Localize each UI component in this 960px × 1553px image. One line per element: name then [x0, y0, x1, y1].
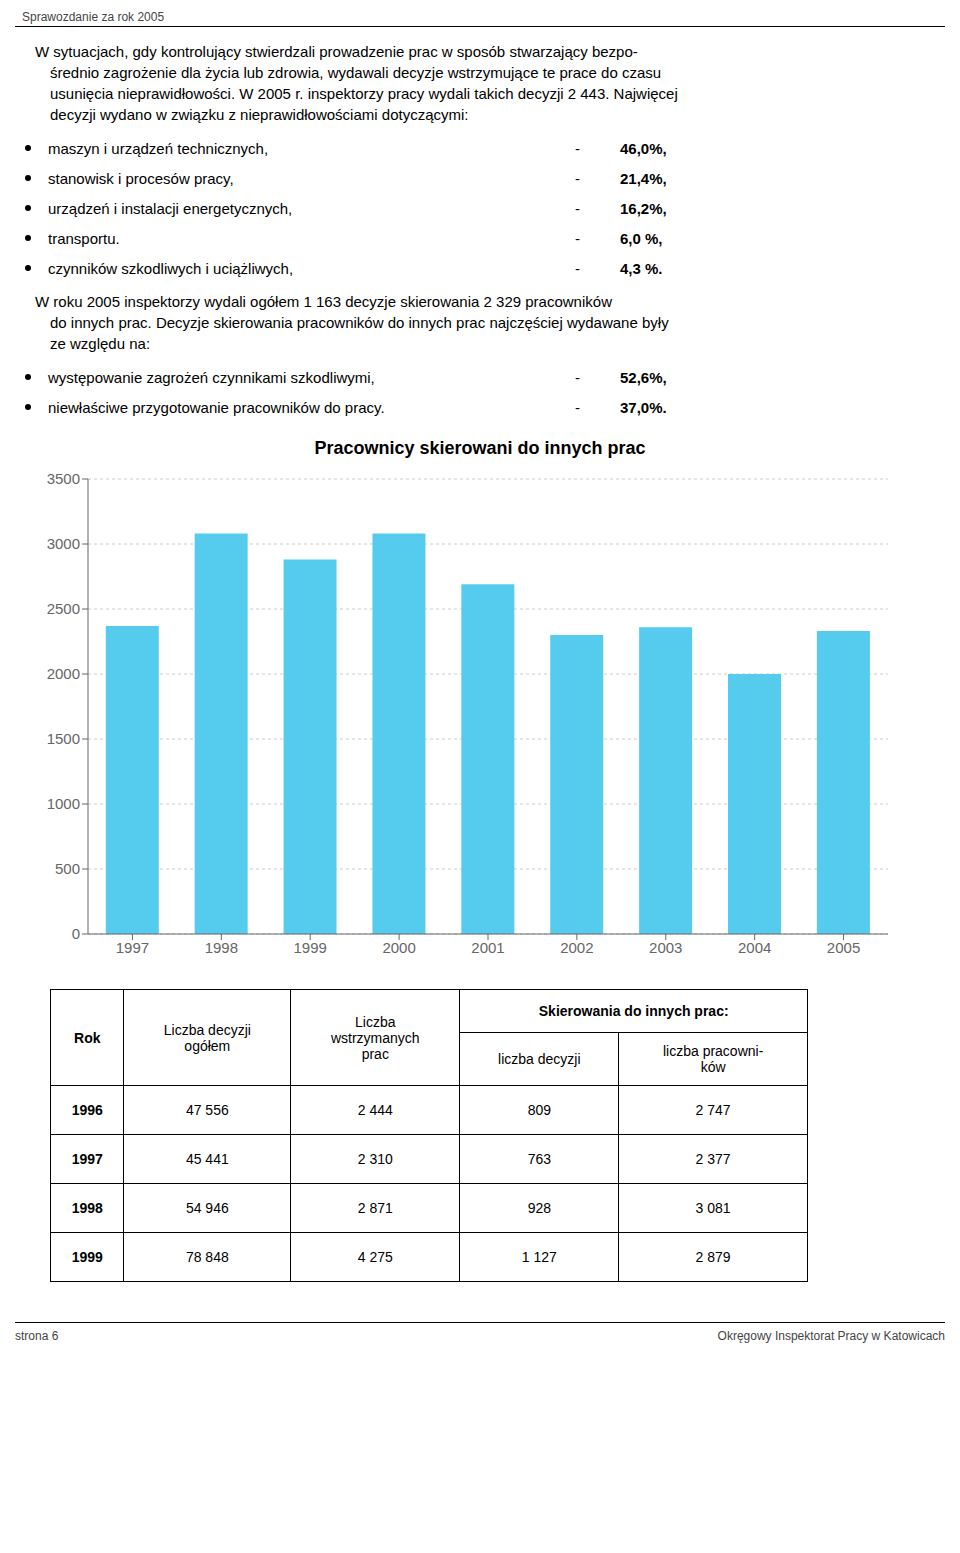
html-text:4 275: 4 275: [357, 1249, 393, 1265]
svg-text:0: 0: [72, 925, 80, 942]
html-text:52,6%,: 52,6%,: [620, 368, 667, 386]
html-text:809: 809: [527, 1102, 551, 1118]
html-text:strona 6: strona 6: [15, 1329, 59, 1343]
svg-text:2003: 2003: [649, 939, 682, 956]
svg-text:3500: 3500: [47, 470, 80, 487]
html-text:średnio zagrożenie dla życia l: średnio zagrożenie dla życia lub zdrowia…: [50, 64, 662, 81]
html-text:maszyn i urządzeń technicznych: maszyn i urządzeń technicznych,: [48, 139, 269, 157]
html-text:2 879: 2 879: [695, 1249, 731, 1265]
svg-text:500: 500: [55, 860, 80, 877]
svg-text:2002: 2002: [560, 939, 593, 956]
svg-text:2500: 2500: [47, 600, 80, 617]
html-text:Liczba decyzji ogółem: Liczba decyzji ogółem: [163, 1021, 251, 1054]
html-text:763: 763: [527, 1151, 551, 1167]
html-text:1999: 1999: [71, 1249, 103, 1265]
svg-text:2001: 2001: [471, 939, 504, 956]
html-text:2 310: 2 310: [357, 1151, 393, 1167]
html-text:47 556: 47 556: [185, 1102, 229, 1118]
html-text:928: 928: [527, 1200, 551, 1216]
html-text:2 444: 2 444: [357, 1102, 393, 1118]
html-text:W roku 2005 inspektorzy wydali: W roku 2005 inspektorzy wydali ogółem 1 …: [35, 293, 612, 310]
html-text:ze względu na:: ze względu na:: [50, 335, 151, 352]
html-text:decyzji wydano w związku z nie: decyzji wydano w związku z nieprawidłowo…: [50, 106, 469, 123]
svg-text:2004: 2004: [738, 939, 771, 956]
html-text:2 747: 2 747: [695, 1102, 731, 1118]
html-text:transportu.: transportu.: [48, 229, 120, 247]
html-text:niewłaściwe przygotowanie prac: niewłaściwe przygotowanie pracowników do…: [48, 398, 385, 416]
svg-text:3000: 3000: [47, 535, 80, 552]
html-text:liczba pracowni- ków: liczba pracowni- ków: [663, 1043, 764, 1075]
html-text:6,0 %,: 6,0 %,: [620, 229, 663, 247]
svg-text:2000: 2000: [382, 939, 415, 956]
html-text:1997: 1997: [71, 1151, 103, 1167]
html-text:54 946: 54 946: [185, 1200, 229, 1216]
html-text:W sytuacjach, gdy kontrolujący: W sytuacjach, gdy kontrolujący stwierdza…: [35, 43, 638, 60]
html-text:Pracownicy skierowani do innyc: Pracownicy skierowani do innych prac: [314, 438, 646, 458]
html-text:45 441: 45 441: [185, 1151, 229, 1167]
html-text:46,0%,: 46,0%,: [620, 139, 667, 157]
html-text:4,3 %.: 4,3 %.: [620, 259, 663, 277]
html-text:3 081: 3 081: [695, 1200, 731, 1216]
html-text:Liczba wstrzymanych prac: Liczba wstrzymanych prac: [330, 1013, 420, 1062]
html-text:stanowisk i procesów pracy,: stanowisk i procesów pracy,: [48, 169, 234, 187]
html-text:1996: 1996: [71, 1102, 103, 1118]
svg-text:2000: 2000: [47, 665, 80, 682]
html-text:do innych prac. Decyzje skiero: do innych prac. Decyzje skierowania prac…: [50, 314, 669, 331]
html-text:1998: 1998: [71, 1200, 103, 1216]
html-text:1 127: 1 127: [521, 1249, 557, 1265]
html-text:78 848: 78 848: [185, 1249, 229, 1265]
html-text:Rok: Rok: [74, 1029, 101, 1046]
html-text:urządzeń i instalacji energety: urządzeń i instalacji energetycznych,: [48, 199, 293, 217]
svg-text:1500: 1500: [47, 730, 80, 747]
html-text:2 871: 2 871: [357, 1200, 393, 1216]
svg-text:1999: 1999: [294, 939, 327, 956]
html-text:16,2%,: 16,2%,: [620, 199, 667, 217]
html-text:21,4%,: 21,4%,: [620, 169, 667, 187]
html-text:37,0%.: 37,0%.: [620, 398, 667, 416]
html-text:Sprawozdanie za rok 2005: Sprawozdanie za rok 2005: [22, 10, 165, 24]
html-text:czynników szkodliwych i uciążl: czynników szkodliwych i uciążliwych,: [48, 259, 294, 277]
svg-text:1997: 1997: [116, 939, 149, 956]
html-text:liczba decyzji: liczba decyzji: [498, 1051, 581, 1067]
html-text:usunięcia nieprawidłowości. W: usunięcia nieprawidłowości. W 2005 r. in…: [50, 85, 678, 102]
svg-text:2005: 2005: [827, 939, 860, 956]
html-text:Okręgowy Inspektorat Pracy w K: Okręgowy Inspektorat Pracy w Katowicach: [717, 1329, 945, 1343]
svg-text:1998: 1998: [205, 939, 238, 956]
html-text:Skierowania do innych prac:: Skierowania do innych prac:: [538, 1003, 729, 1019]
html-text:występowanie zagrożeń czynnika: występowanie zagrożeń czynnikami szkodli…: [48, 368, 375, 386]
svg-text:1000: 1000: [47, 795, 80, 812]
html-text:2 377: 2 377: [695, 1151, 731, 1167]
